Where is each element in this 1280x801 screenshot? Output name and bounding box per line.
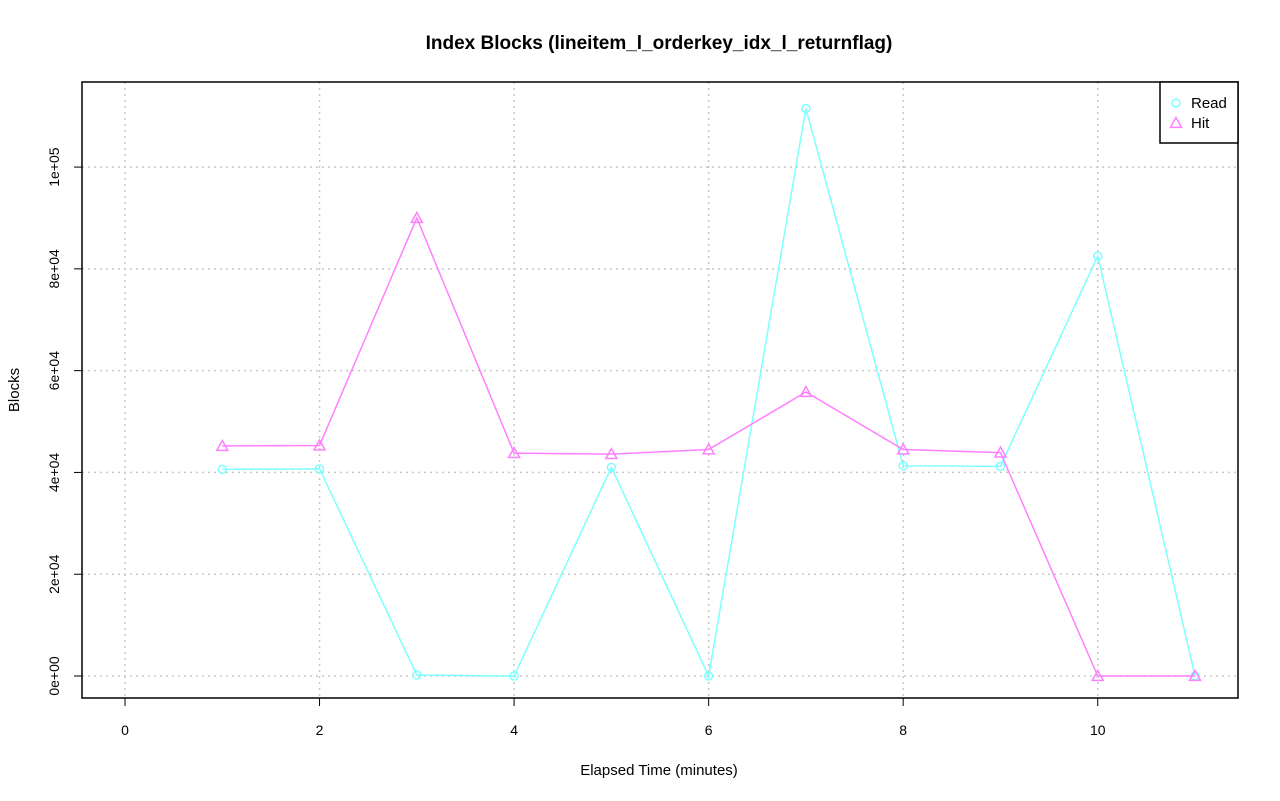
x-tick-label: 0: [121, 722, 129, 738]
data-point-read: [801, 103, 811, 114]
legend-box: [1159, 81, 1239, 144]
plot-frame: [81, 81, 1239, 699]
data-point-hit: [410, 210, 424, 224]
data-point-hit: [1188, 668, 1202, 682]
data-point-read: [1092, 251, 1103, 261]
series-line-read: [222, 108, 1196, 679]
data-point-read: [995, 461, 1006, 472]
y-tick-label: 8e+04: [46, 249, 62, 289]
axes: 0 2 4 6 8 10 0e+00 2e+04 4e+04 6e+04 8e+04 1e+05: [46, 81, 1239, 738]
legend-marker-read: [1171, 98, 1181, 108]
y-tick-label: 1e+05: [46, 147, 62, 187]
data-point-hit: [896, 442, 910, 455]
legend: Read Hit: [1159, 81, 1239, 144]
x-tick-label: 8: [899, 722, 907, 738]
data-point-read: [314, 464, 325, 474]
data-point-read: [412, 670, 422, 680]
series-read: [217, 103, 1200, 681]
data-point-read: [509, 671, 519, 681]
data-point-hit: [701, 442, 716, 455]
legend-label-read: Read: [1191, 95, 1227, 112]
series-hit: [215, 210, 1202, 682]
data-point-read: [217, 464, 228, 475]
y-tick-label: 6e+04: [46, 351, 62, 391]
data-point-hit: [799, 384, 813, 398]
y-axis-label: Blocks: [6, 368, 23, 412]
data-point-read: [606, 462, 617, 473]
legend-label-hit: Hit: [1191, 115, 1210, 132]
chart-title: Index Blocks (lineitem_l_orderkey_idx_l_…: [426, 33, 893, 54]
grid: [82, 82, 1238, 698]
data-point-hit: [312, 438, 327, 451]
data-point-hit: [604, 447, 619, 460]
y-tick-label: 4e+04: [46, 453, 62, 493]
series-group: [215, 103, 1202, 682]
data-point-hit: [215, 438, 230, 452]
data-point-read: [703, 671, 714, 681]
x-tick-label: 6: [705, 722, 713, 738]
data-point-read: [898, 461, 908, 471]
y-tick-label: 2e+04: [46, 554, 62, 594]
x-tick-label: 2: [316, 722, 324, 738]
data-point-hit: [507, 446, 521, 459]
x-tick-label: 10: [1090, 722, 1106, 738]
x-tick-label: 4: [510, 722, 518, 738]
y-tick-label: 0e+00: [46, 656, 62, 696]
x-axis-label: Elapsed Time (minutes): [580, 762, 738, 779]
data-point-hit: [1090, 668, 1105, 682]
series-line-hit: [222, 216, 1195, 677]
legend-marker-hit: [1169, 115, 1183, 129]
data-point-hit: [993, 445, 1008, 458]
